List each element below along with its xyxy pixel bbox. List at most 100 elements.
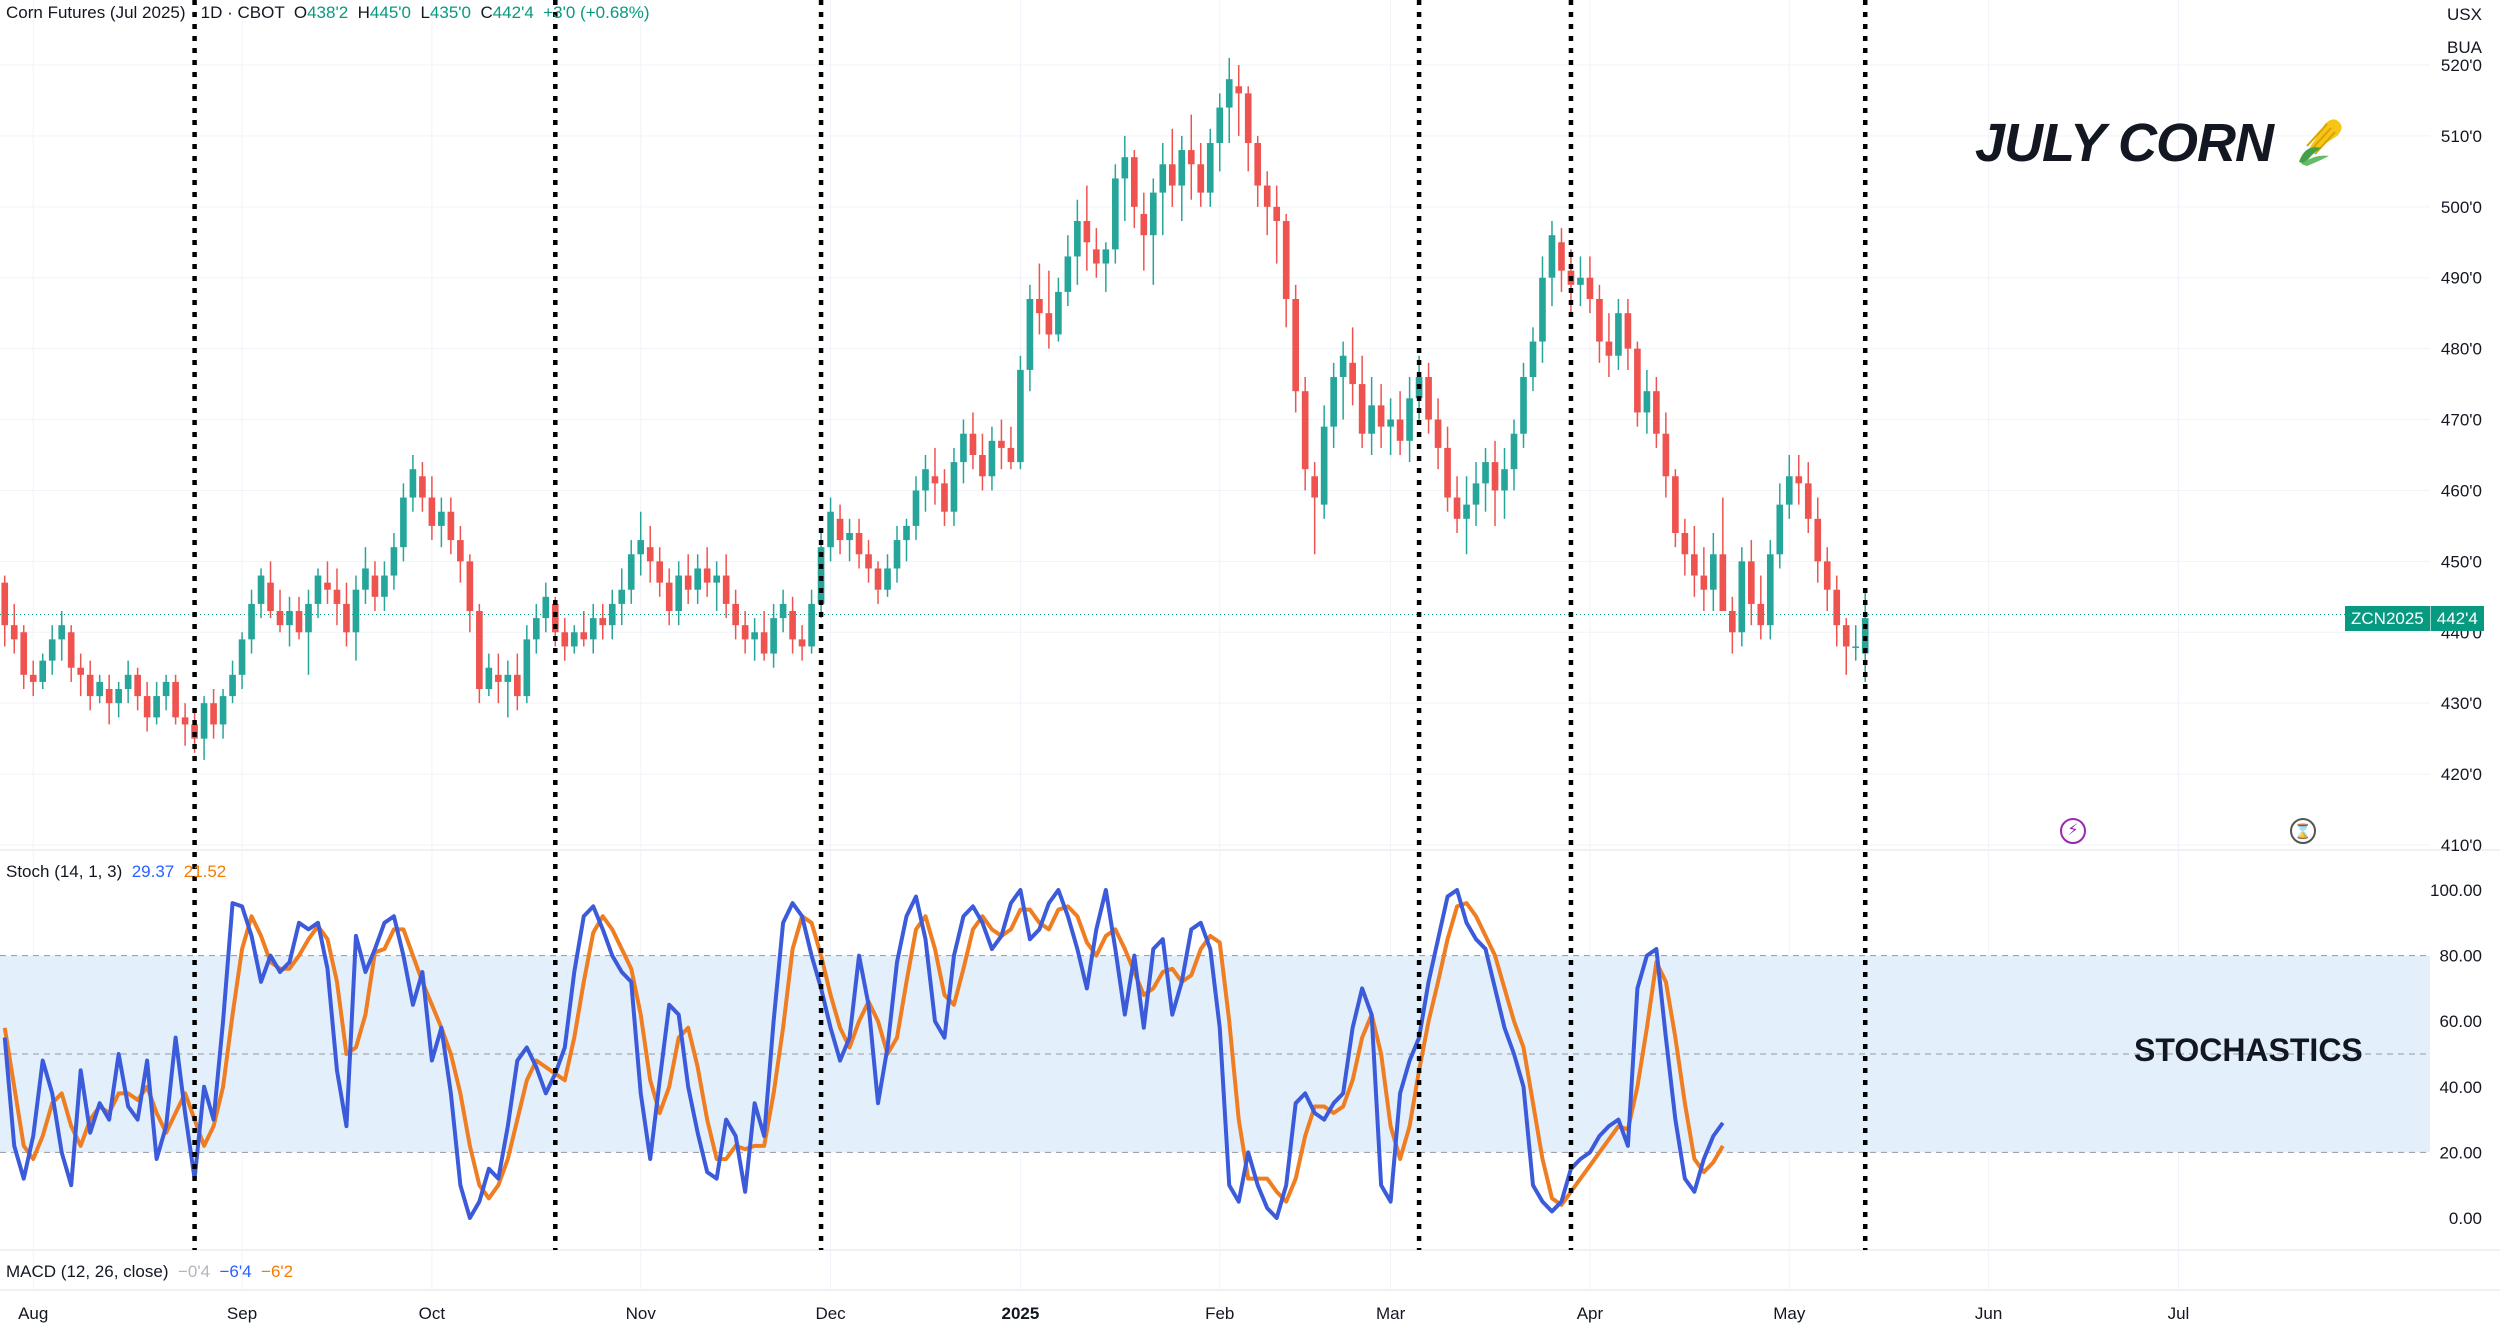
candle [1311, 476, 1318, 498]
candle [1036, 299, 1043, 314]
macd-name[interactable]: MACD (12, 26, close) [6, 1262, 169, 1281]
candle [798, 639, 806, 647]
instrument-name[interactable]: Corn Futures (Jul 2025) [6, 3, 186, 22]
candle [912, 490, 920, 526]
candle [1747, 561, 1755, 604]
candle [941, 483, 948, 512]
candle [1823, 561, 1831, 590]
macd-line-value: −6'4 [219, 1262, 252, 1281]
lightning-icon[interactable]: ⚡ [2060, 818, 2086, 844]
candle [324, 582, 331, 590]
candle [998, 440, 1005, 448]
x-axis-label: Dec [815, 1304, 846, 1323]
candle [476, 611, 483, 689]
candle [846, 533, 853, 541]
price-tick-label: 430'0 [2441, 694, 2482, 713]
candle [1539, 277, 1546, 342]
candle [979, 455, 986, 477]
candle [305, 603, 312, 633]
candle [172, 681, 179, 718]
macd-signal-value: −6'2 [261, 1262, 294, 1281]
candle [1842, 625, 1850, 647]
candle [1263, 185, 1271, 207]
candle [1064, 256, 1072, 292]
candle [1634, 348, 1641, 413]
candle [314, 575, 322, 604]
hourglass-icon[interactable]: ⌛ [2290, 818, 2316, 844]
candle [656, 561, 664, 583]
candle [551, 603, 559, 633]
candle [1178, 150, 1186, 186]
candle [153, 696, 160, 718]
candle [1444, 447, 1451, 498]
candle [1083, 221, 1091, 243]
candle [770, 618, 777, 654]
candle [561, 632, 569, 647]
open-label: O [293, 3, 308, 22]
candle [390, 547, 398, 576]
close-label: C [480, 3, 493, 22]
candle [1434, 419, 1442, 448]
candle [542, 596, 550, 619]
candle [1852, 646, 1860, 648]
candle [1140, 213, 1148, 236]
candle [181, 717, 189, 725]
candle [457, 540, 464, 562]
candle [1596, 299, 1603, 342]
candle [48, 639, 56, 661]
stoch-tick-label: 20.00 [2439, 1143, 2482, 1162]
candle [409, 469, 417, 498]
macd-hist-value: −0'4 [177, 1262, 211, 1281]
candle [836, 518, 844, 541]
candle [969, 433, 977, 455]
candle [1586, 277, 1594, 299]
last-price-tag: ZCN2025 442'4 [2345, 606, 2484, 631]
candle [827, 511, 834, 548]
candle [703, 568, 711, 583]
candle [1548, 235, 1556, 278]
candle [608, 603, 616, 626]
candle [1074, 221, 1081, 257]
x-axis-label: Sep [227, 1304, 257, 1323]
stoch-name[interactable]: Stoch (14, 1, 3) [6, 862, 123, 881]
candle [1804, 483, 1812, 519]
interval[interactable]: 1D [200, 3, 223, 22]
corn-icon [2295, 114, 2347, 179]
candle [675, 575, 683, 611]
candle [599, 618, 607, 626]
candle [618, 589, 626, 604]
candle [884, 568, 891, 590]
candle [1396, 419, 1404, 441]
candle [960, 433, 967, 463]
candle [931, 476, 939, 484]
price-tick-label: 500'0 [2441, 198, 2482, 217]
price-tick-label: 510'0 [2441, 127, 2482, 146]
stoch-legend[interactable]: Stoch (14, 1, 3) 29.37 21.52 [6, 862, 226, 882]
candle [39, 660, 47, 682]
candle [1225, 79, 1233, 108]
candle [580, 632, 588, 640]
stoch-k-line [2, 888, 1725, 1220]
price-tick-label: 460'0 [2441, 481, 2482, 500]
candle [988, 440, 996, 477]
macd-legend[interactable]: MACD (12, 26, close) −0'4 −6'4 −6'2 [6, 1262, 293, 1282]
candle [1605, 341, 1613, 356]
candle [1719, 554, 1727, 611]
candle [1482, 462, 1489, 484]
candle [627, 554, 635, 590]
candle [96, 681, 103, 697]
candle [1168, 164, 1176, 186]
candle [20, 632, 28, 675]
candle [1301, 391, 1309, 470]
symbol-header[interactable]: Corn Futures (Jul 2025) · 1D · CBOT O438… [6, 3, 650, 22]
candle [751, 632, 758, 640]
candle [1112, 178, 1119, 250]
x-axis-label: 2025 [1001, 1304, 1039, 1323]
candle [1358, 384, 1366, 434]
candle [1406, 398, 1413, 441]
candle [200, 703, 208, 739]
x-axis-label: Jun [1975, 1304, 2002, 1323]
candle [1045, 313, 1053, 335]
candle [143, 696, 151, 718]
